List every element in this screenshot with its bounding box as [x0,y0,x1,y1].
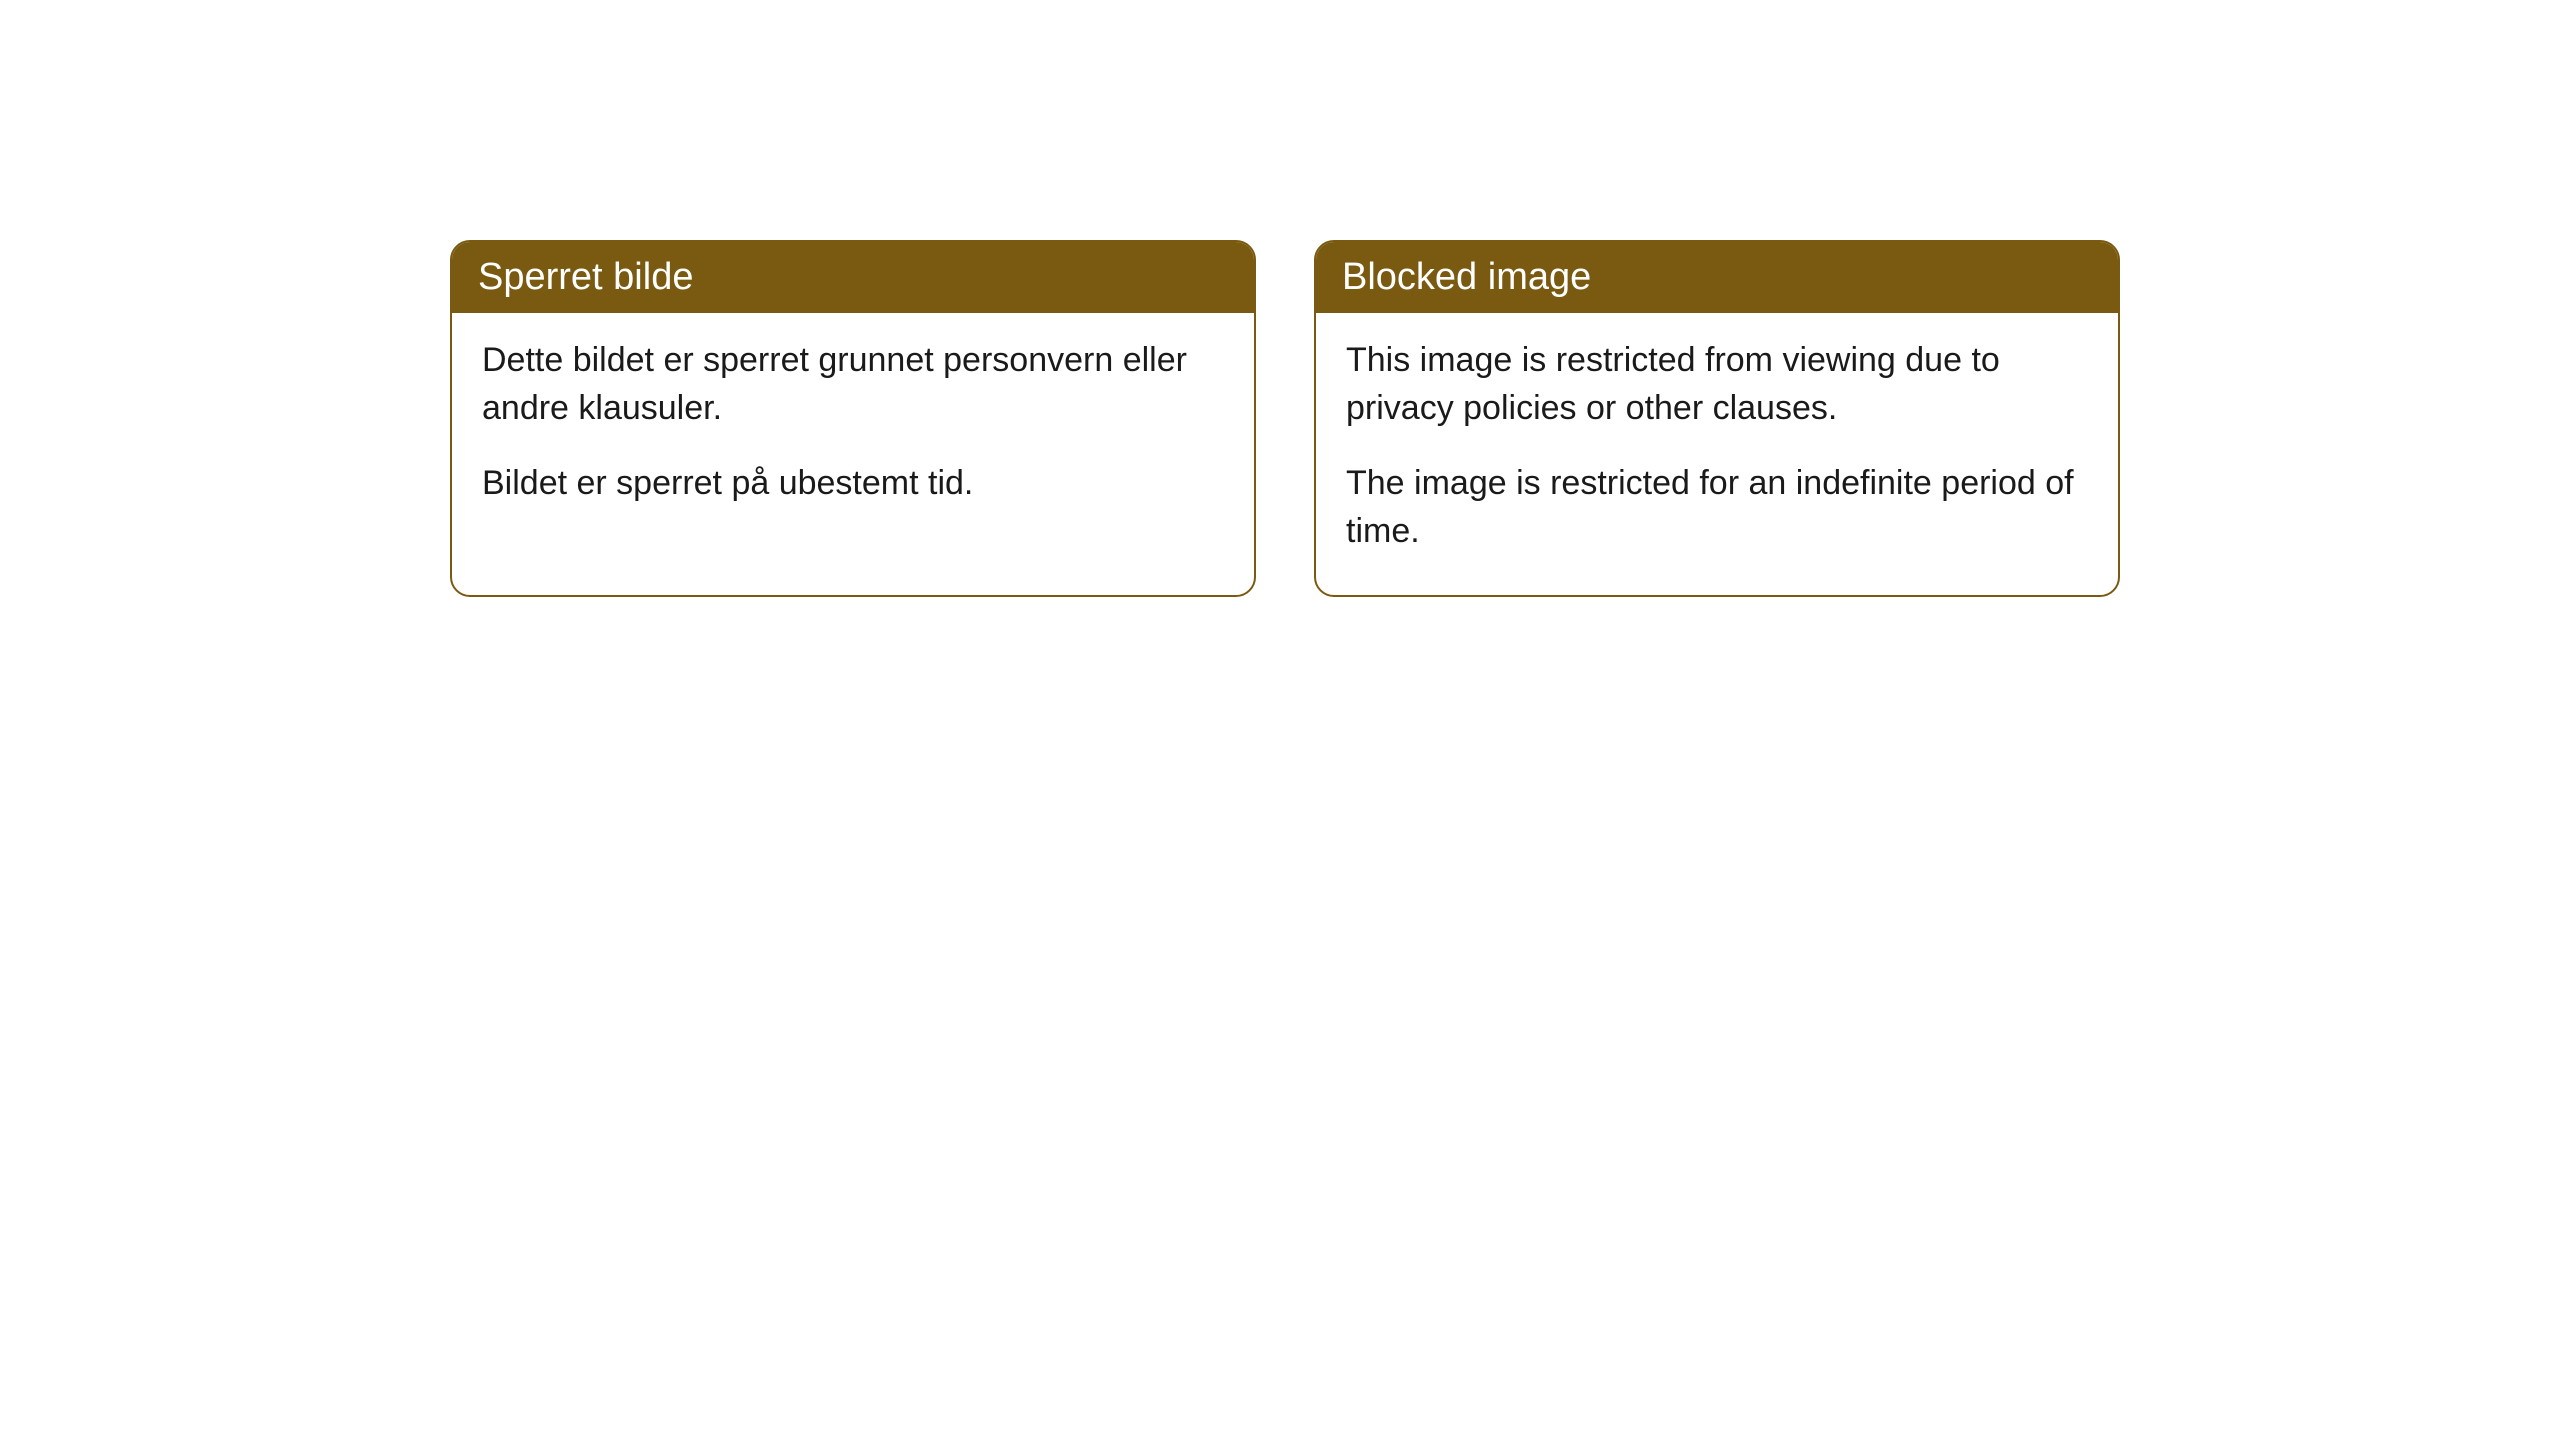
card-header-norwegian: Sperret bilde [452,242,1254,313]
blocked-image-card-english: Blocked image This image is restricted f… [1314,240,2120,597]
card-paragraph-1-english: This image is restricted from viewing du… [1346,337,2088,432]
card-title-english: Blocked image [1342,256,1591,298]
card-header-english: Blocked image [1316,242,2118,313]
blocked-image-card-norwegian: Sperret bilde Dette bildet er sperret gr… [450,240,1256,597]
card-paragraph-2-english: The image is restricted for an indefinit… [1346,460,2088,555]
card-title-norwegian: Sperret bilde [478,256,693,298]
card-body-english: This image is restricted from viewing du… [1316,313,2118,595]
card-paragraph-1-norwegian: Dette bildet er sperret grunnet personve… [482,337,1224,432]
notice-cards-container: Sperret bilde Dette bildet er sperret gr… [450,240,2560,597]
card-paragraph-2-norwegian: Bildet er sperret på ubestemt tid. [482,460,1224,508]
card-body-norwegian: Dette bildet er sperret grunnet personve… [452,313,1254,548]
